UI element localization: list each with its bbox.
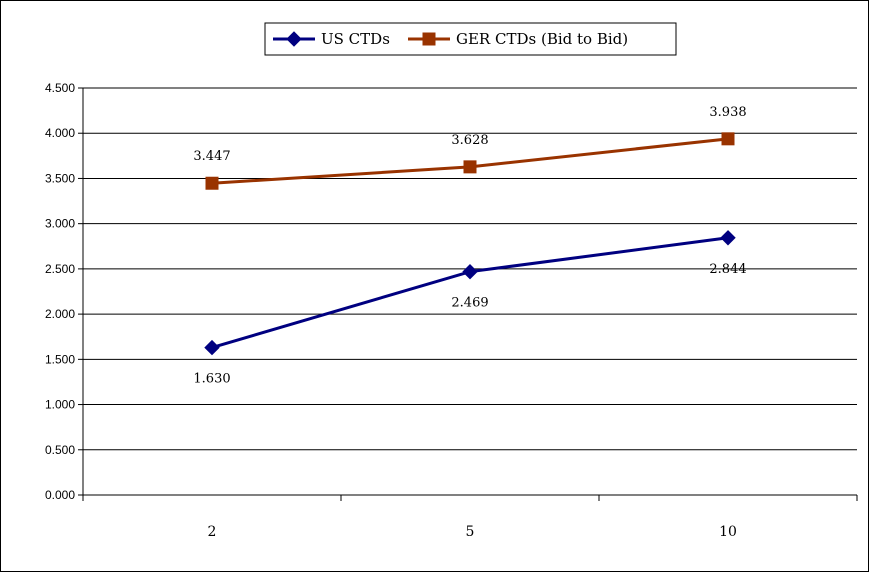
- axes: 0.000 0.500 1.000 1.500 2.000 2.500 3.000 3.500…: [45, 81, 858, 540]
- data-label: 2.469: [451, 296, 488, 311]
- data-point: [204, 339, 220, 356]
- data-point: [721, 132, 735, 146]
- series-group: [204, 132, 736, 356]
- data-point: [205, 176, 219, 190]
- data-labels: 1.630 2.469 2.844 3.447 3.628 3.938: [193, 105, 746, 387]
- data-label: 3.447: [193, 149, 230, 164]
- data-label: 1.630: [193, 372, 230, 387]
- x-tick-label: 10: [719, 524, 737, 540]
- data-label: 2.844: [709, 262, 746, 277]
- y-tick-label: 0.500: [45, 443, 75, 457]
- y-tick-label: 4.000: [45, 126, 75, 140]
- legend-label-0: US CTDs: [321, 30, 390, 48]
- legend-label-1: GER CTDs (Bid to Bid): [456, 30, 628, 48]
- legend: US CTDs GER CTDs (Bid to Bid): [264, 22, 677, 56]
- y-tick-label: 3.500: [45, 171, 75, 185]
- y-tick-label: 4.500: [45, 81, 75, 95]
- y-tick-label: 1.000: [45, 398, 75, 412]
- legend-box: [264, 22, 677, 56]
- legend-marker-0: [286, 31, 302, 47]
- x-tick-label: 2: [208, 524, 217, 540]
- y-tick-label: 0.000: [45, 488, 75, 502]
- data-point: [720, 230, 736, 246]
- y-tick-label: 1.500: [45, 352, 75, 366]
- y-tick-label: 3.000: [45, 217, 75, 231]
- y-tick-label: 2.000: [45, 307, 75, 321]
- data-point: [462, 263, 478, 280]
- x-tick-label: 5: [466, 524, 475, 540]
- legend-marker-1: [422, 32, 436, 46]
- data-point: [463, 160, 477, 174]
- data-label: 3.938: [709, 105, 746, 120]
- data-label: 3.628: [451, 133, 488, 148]
- y-tick-label: 2.500: [45, 262, 75, 276]
- series-line-0: [211, 236, 729, 350]
